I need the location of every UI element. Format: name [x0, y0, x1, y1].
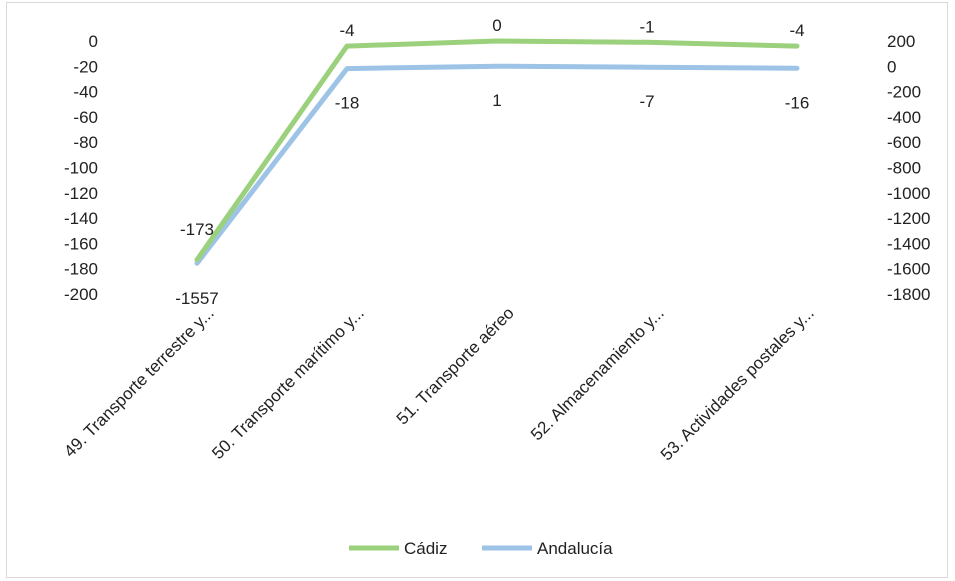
chart-area [6, 2, 948, 578]
right-axis-tick-label: -400 [887, 108, 921, 127]
data-label-cadiz: -4 [789, 21, 804, 40]
left-axis-tick-label: 0 [89, 32, 98, 51]
series-line-andalucia [194, 63, 800, 266]
left-axis-tick-label: -180 [64, 260, 98, 279]
right-axis-tick-label: 0 [887, 57, 896, 76]
right-axis-tick-label: -1600 [887, 260, 930, 279]
data-label-andalucia: -7 [639, 92, 654, 111]
left-axis-tick-label: -100 [64, 159, 98, 178]
left-axis-tick-label: -200 [64, 285, 98, 304]
series-line-cadiz [194, 38, 800, 263]
right-axis-tick-label: -800 [887, 159, 921, 178]
legend-label-andalucia: Andalucía [537, 539, 613, 558]
left-axis-tick-label: -20 [73, 57, 98, 76]
data-label-andalucia: -16 [785, 93, 810, 112]
right-axis-tick-label: -1200 [887, 209, 930, 228]
left-axis-tick-label: -80 [73, 133, 98, 152]
category-label: 49. Transporte terrestre y... [60, 303, 218, 461]
left-axis-tick-label: -120 [64, 184, 98, 203]
category-label: 51. Transporte aéreo [393, 303, 518, 428]
left-axis-tick-label: -160 [64, 234, 98, 253]
data-label-cadiz: 0 [492, 16, 501, 35]
data-label-cadiz: -1 [639, 17, 654, 36]
left-axis-tick-label: -140 [64, 209, 98, 228]
category-label: 50. Transporte marítimo y... [208, 303, 368, 463]
data-label-andalucia: -18 [335, 94, 360, 113]
right-axis-tick-label: -1400 [887, 234, 930, 253]
data-label-andalucia: -1557 [175, 289, 218, 308]
left-axis-tick-label: -60 [73, 108, 98, 127]
right-axis-tick-label: 200 [887, 32, 915, 51]
right-axis-tick-label: -200 [887, 83, 921, 102]
right-axis-tick-label: -600 [887, 133, 921, 152]
data-label-cadiz: -4 [339, 21, 354, 40]
category-label: 53. Actividades postales y... [657, 303, 818, 464]
category-label: 52. Almacenamiento y... [527, 303, 668, 444]
left-axis-tick-label: -40 [73, 83, 98, 102]
data-label-andalucia: 1 [492, 91, 501, 110]
legend-label-cadiz: Cádiz [404, 539, 447, 558]
right-axis-tick-label: -1800 [887, 285, 930, 304]
right-axis-tick-label: -1000 [887, 184, 930, 203]
data-label-cadiz: -173 [180, 220, 214, 239]
